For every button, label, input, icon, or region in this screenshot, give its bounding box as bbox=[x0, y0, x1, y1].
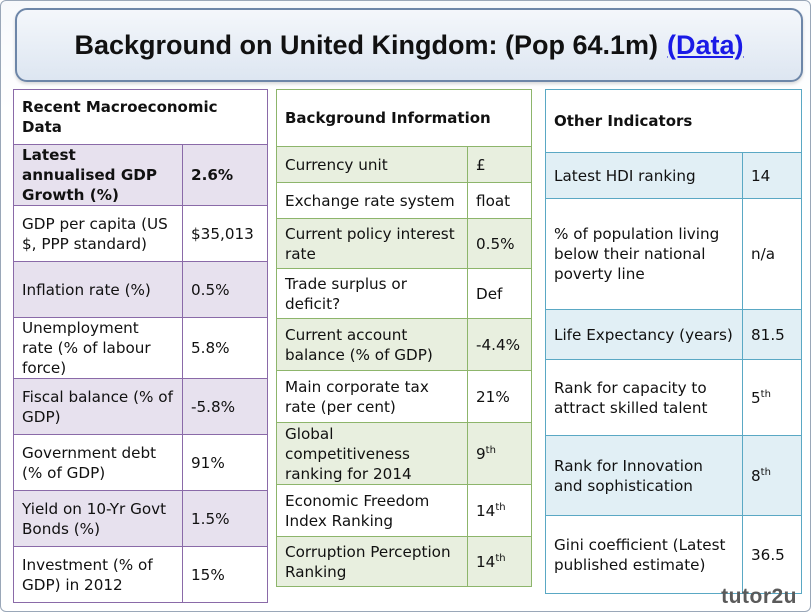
row-label: Current account balance (% of GDP) bbox=[276, 318, 468, 371]
row-label: Rank for Innovation and sophistication bbox=[545, 435, 743, 516]
table-row: Yield on 10-Yr Govt Bonds (%) 1.5% bbox=[13, 490, 269, 547]
row-value: 91% bbox=[181, 434, 269, 491]
row-label: Trade surplus or deficit? bbox=[276, 268, 468, 319]
table-row: Rank for capacity to attract skilled tal… bbox=[545, 359, 803, 436]
row-label: GDP per capita (US $, PPP standard) bbox=[13, 205, 183, 262]
other-indicators-table: Other Indicators Latest HDI ranking 14 %… bbox=[544, 89, 803, 594]
data-link[interactable]: (Data) bbox=[667, 29, 744, 60]
table-header-row: Recent Macroeconomic Data bbox=[12, 89, 269, 145]
row-label: Fiscal balance (% of GDP) bbox=[13, 378, 183, 435]
row-label: Latest HDI ranking bbox=[545, 152, 743, 199]
table-row: Life Expectancy (years) 81.5 bbox=[545, 309, 803, 360]
table-row: Current account balance (% of GDP) -4.4% bbox=[276, 318, 532, 371]
row-value: 5th bbox=[741, 359, 803, 436]
background-table: Background Information Currency unit £ E… bbox=[276, 89, 532, 587]
row-value: n/a bbox=[741, 198, 803, 310]
row-value: 1.5% bbox=[181, 490, 269, 547]
row-label: Inflation rate (%) bbox=[13, 261, 183, 318]
row-value: Def bbox=[467, 268, 532, 319]
row-value: 9th bbox=[467, 422, 532, 485]
table-row: Unemployment rate (% of labour force) 5.… bbox=[13, 317, 269, 379]
row-label: Exchange rate system bbox=[276, 182, 468, 219]
row-label: Global competitiveness ranking for 2014 bbox=[276, 422, 468, 485]
row-label: Latest annualised GDP Growth (%) bbox=[13, 144, 183, 206]
macro-table: Recent Macroeconomic Data Latest annuali… bbox=[12, 89, 269, 603]
row-value: 0.5% bbox=[181, 261, 269, 318]
row-value: 21% bbox=[467, 370, 532, 423]
table-row: Gini coefficient (Latest published estim… bbox=[545, 515, 803, 594]
row-value: £ bbox=[467, 146, 532, 183]
row-label: Current policy interest rate bbox=[276, 218, 468, 269]
row-label: Unemployment rate (% of labour force) bbox=[13, 317, 183, 379]
row-value: 5.8% bbox=[181, 317, 269, 379]
page-title: Background on United Kingdom: (Pop 64.1m… bbox=[74, 29, 658, 60]
table-row: Economic Freedom Index Ranking 14th bbox=[276, 484, 532, 537]
row-label: Government debt (% of GDP) bbox=[13, 434, 183, 491]
row-label: Rank for capacity to attract skilled tal… bbox=[545, 359, 743, 436]
row-value: 36.5 bbox=[741, 515, 803, 594]
table-row: Rank for Innovation and sophistication 8… bbox=[545, 435, 803, 516]
row-value: $35,013 bbox=[181, 205, 269, 262]
row-value: 0.5% bbox=[467, 218, 532, 269]
row-value: 14 bbox=[741, 152, 803, 199]
background-header: Background Information bbox=[276, 89, 532, 147]
row-value: 2.6% bbox=[181, 144, 269, 206]
table-header-row: Other Indicators bbox=[544, 89, 803, 153]
row-label: Yield on 10-Yr Govt Bonds (%) bbox=[13, 490, 183, 547]
row-label: Currency unit bbox=[276, 146, 468, 183]
macro-header: Recent Macroeconomic Data bbox=[12, 89, 269, 145]
row-value: -4.4% bbox=[467, 318, 532, 371]
table-row: Current policy interest rate 0.5% bbox=[276, 218, 532, 269]
row-value: -5.8% bbox=[181, 378, 269, 435]
row-value: 14th bbox=[467, 536, 532, 587]
row-label: Life Expectancy (years) bbox=[545, 309, 743, 360]
row-label: Main corporate tax rate (per cent) bbox=[276, 370, 468, 423]
table-row: Investment (% of GDP) in 2012 15% bbox=[13, 546, 269, 603]
table-row: Trade surplus or deficit? Def bbox=[276, 268, 532, 319]
other-header: Other Indicators bbox=[544, 89, 803, 153]
row-label: Investment (% of GDP) in 2012 bbox=[13, 546, 183, 603]
table-row: % of population living below their natio… bbox=[545, 198, 803, 310]
table-row: Fiscal balance (% of GDP) -5.8% bbox=[13, 378, 269, 435]
table-row: Inflation rate (%) 0.5% bbox=[13, 261, 269, 318]
table-row: Government debt (% of GDP) 91% bbox=[13, 434, 269, 491]
row-value: 15% bbox=[181, 546, 269, 603]
table-row: Latest annualised GDP Growth (%) 2.6% bbox=[13, 144, 269, 206]
row-label: Corruption Perception Ranking bbox=[276, 536, 468, 587]
row-value: 14th bbox=[467, 484, 532, 537]
tutor2u-logo: tutor2u bbox=[721, 585, 797, 608]
row-value: 81.5 bbox=[741, 309, 803, 360]
title-banner: Background on United Kingdom: (Pop 64.1m… bbox=[15, 8, 803, 82]
table-row: Currency unit £ bbox=[276, 146, 532, 183]
row-label: Gini coefficient (Latest published estim… bbox=[545, 515, 743, 594]
table-row: Exchange rate system float bbox=[276, 182, 532, 219]
table-row: Main corporate tax rate (per cent) 21% bbox=[276, 370, 532, 423]
table-row: GDP per capita (US $, PPP standard) $35,… bbox=[13, 205, 269, 262]
row-label: % of population living below their natio… bbox=[545, 198, 743, 310]
table-row: Corruption Perception Ranking 14th bbox=[276, 536, 532, 587]
table-row: Latest HDI ranking 14 bbox=[545, 152, 803, 199]
row-value: 8th bbox=[741, 435, 803, 516]
row-value: float bbox=[467, 182, 532, 219]
table-header-row: Background Information bbox=[276, 89, 532, 147]
table-row: Global competitiveness ranking for 2014 … bbox=[276, 422, 532, 485]
row-label: Economic Freedom Index Ranking bbox=[276, 484, 468, 537]
